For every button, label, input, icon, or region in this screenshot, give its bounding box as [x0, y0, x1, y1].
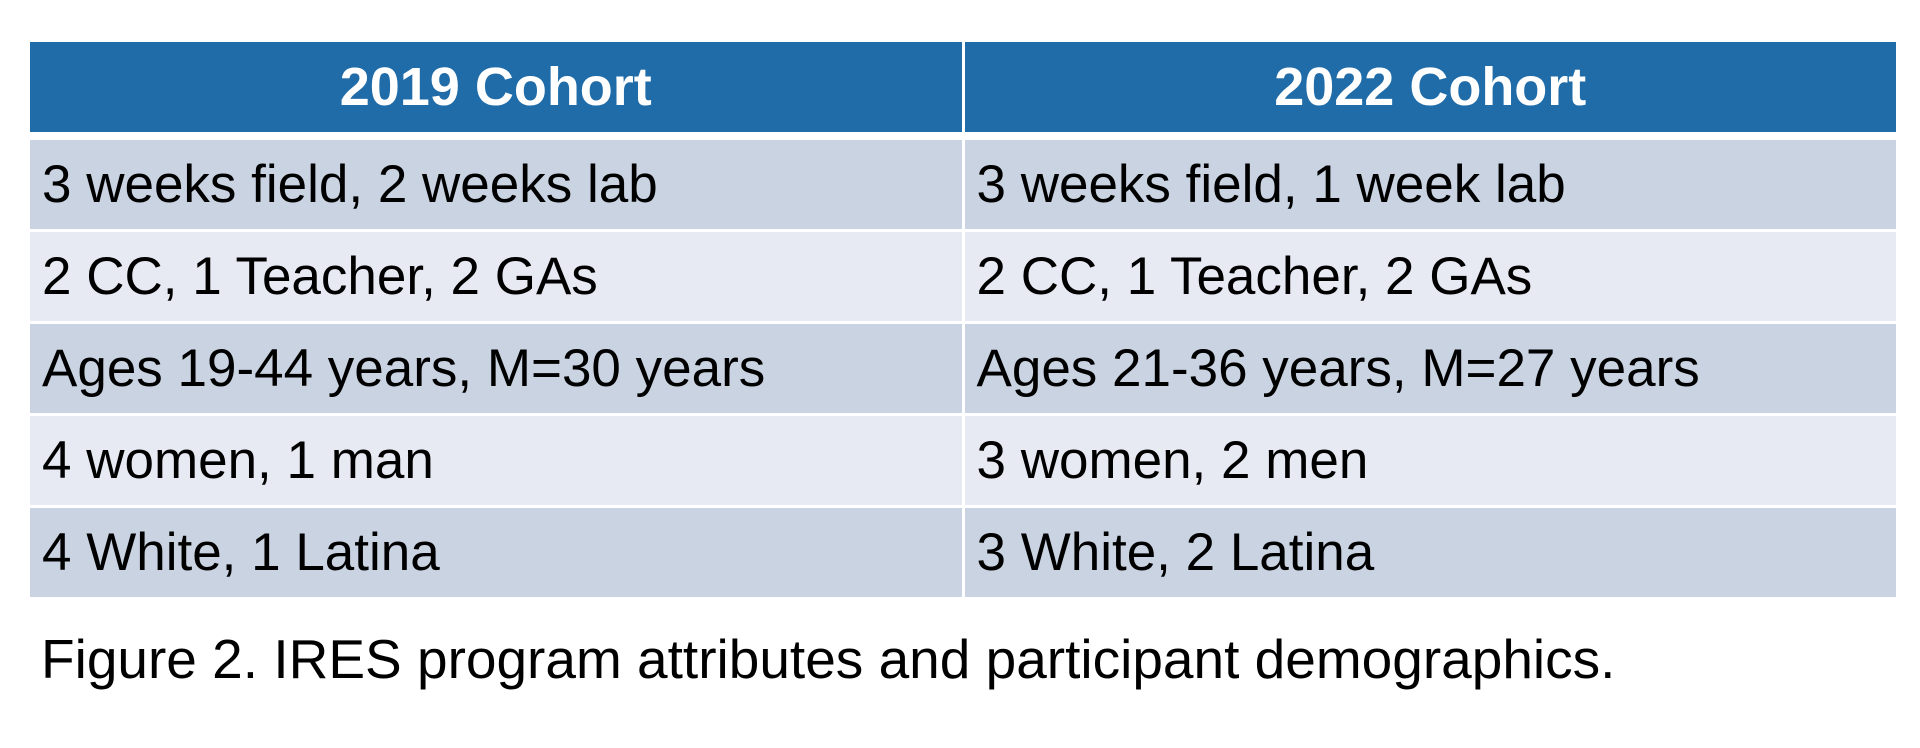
table-row: 4 White, 1 Latina 3 White, 2 Latina	[30, 506, 1896, 597]
column-header-2019: 2019 Cohort	[30, 42, 965, 140]
table-row: Ages 19-44 years, M=30 years Ages 21-36 …	[30, 322, 1896, 416]
table-cell: Ages 19-44 years, M=30 years	[30, 322, 965, 416]
table-cell: 3 weeks field, 1 week lab	[963, 136, 1896, 232]
demographics-table: 2019 Cohort 2022 Cohort 3 weeks field, 2…	[30, 42, 1896, 597]
table-row: 2 CC, 1 Teacher, 2 GAs 2 CC, 1 Teacher, …	[30, 230, 1896, 324]
figure-caption: Figure 2. IRES program attributes and pa…	[41, 628, 1616, 690]
table-cell: 4 White, 1 Latina	[30, 506, 965, 597]
table-cell: Ages 21-36 years, M=27 years	[963, 322, 1896, 416]
table-row: 3 weeks field, 2 weeks lab 3 weeks field…	[30, 136, 1896, 232]
table-cell: 3 weeks field, 2 weeks lab	[30, 136, 965, 232]
table-cell: 4 women, 1 man	[30, 414, 965, 508]
table-cell: 3 women, 2 men	[963, 414, 1896, 508]
table-cell: 3 White, 2 Latina	[963, 506, 1896, 597]
column-header-2022: 2022 Cohort	[963, 42, 1896, 140]
table-cell: 2 CC, 1 Teacher, 2 GAs	[30, 230, 965, 324]
table-header-row: 2019 Cohort 2022 Cohort	[30, 42, 1896, 140]
table-row: 4 women, 1 man 3 women, 2 men	[30, 414, 1896, 508]
table-cell: 2 CC, 1 Teacher, 2 GAs	[963, 230, 1896, 324]
